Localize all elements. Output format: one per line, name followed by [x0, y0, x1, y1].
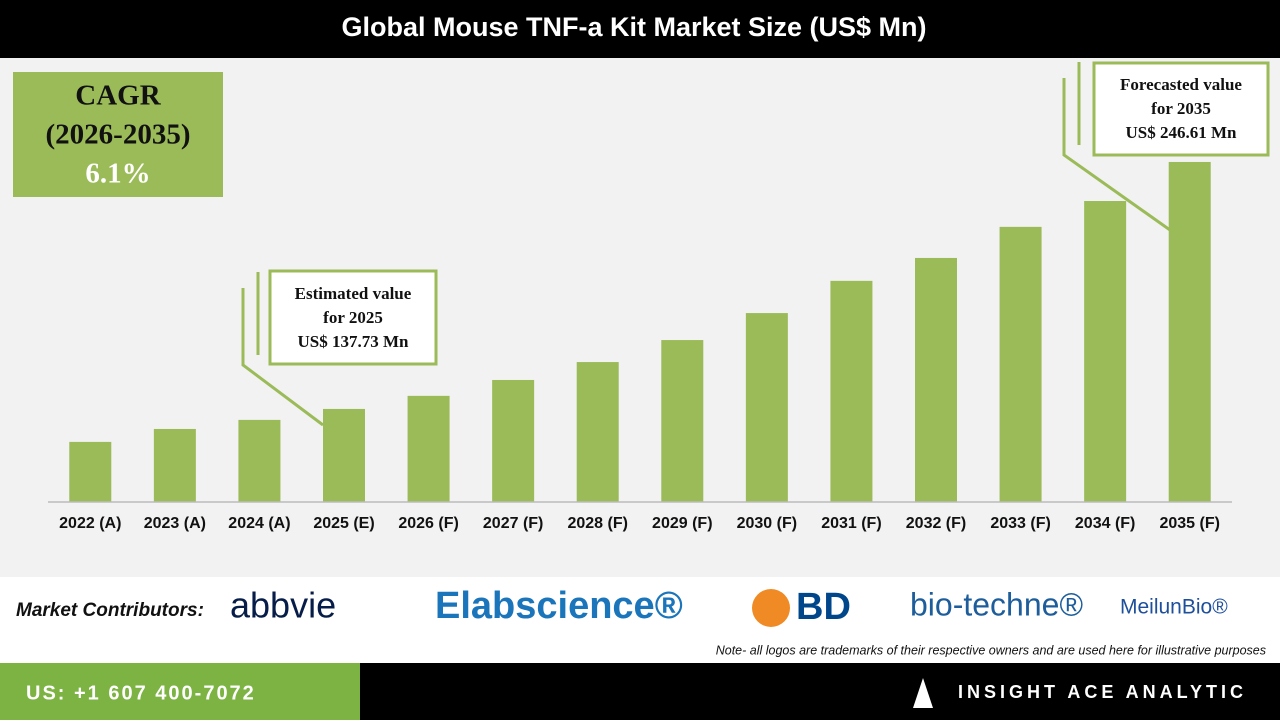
logo: MeilunBio® — [1120, 596, 1228, 619]
bar — [576, 362, 619, 502]
x-tick-label: 2034 (F) — [1075, 515, 1135, 532]
x-tick-label: 2030 (F) — [737, 515, 797, 532]
brand: INSIGHT ACE ANALYTIC — [958, 682, 1247, 702]
phone-box — [0, 663, 360, 720]
x-tick-label: 2033 (F) — [990, 515, 1050, 532]
x-tick-label: 2035 (F) — [1159, 515, 1219, 532]
contributors-label: Market Contributors: — [16, 600, 204, 621]
x-tick-label: 2025 (E) — [313, 515, 374, 532]
contributors-band — [0, 577, 1280, 663]
x-tick-label: 2028 (F) — [567, 515, 627, 532]
x-tick-label: 2023 (A) — [144, 515, 206, 532]
annotation-text: Estimated value — [295, 284, 412, 303]
callout-line — [1062, 78, 1171, 232]
chart-title: Global Mouse TNF-a Kit Market Size (US$ … — [341, 12, 926, 42]
logo: BD — [796, 586, 851, 628]
annotation-box — [268, 269, 438, 366]
x-tick-label: 2026 (F) — [398, 515, 458, 532]
bar — [999, 226, 1042, 502]
bar — [915, 257, 957, 502]
callout-line — [241, 288, 324, 427]
logo: abbvie — [230, 585, 336, 626]
x-tick-label: 2027 (F) — [483, 515, 543, 532]
phone: US: +1 607 400-7072 — [26, 682, 256, 704]
bar — [745, 313, 788, 502]
bar — [323, 408, 365, 502]
cagr-label: CAGR — [75, 80, 161, 112]
bar — [69, 441, 112, 502]
bar — [492, 379, 535, 502]
bar — [407, 395, 450, 502]
x-tick-label: 2022 (A) — [59, 515, 121, 532]
cagr-value: 6.1% — [85, 158, 150, 190]
brand-box — [360, 663, 1280, 720]
brand-icon — [913, 678, 933, 708]
annotation-text: Forecasted value — [1120, 75, 1242, 94]
bar — [830, 280, 873, 502]
annotation-text: US$ 246.61 Mn — [1126, 123, 1238, 142]
logo: Elabscience® — [435, 585, 683, 627]
annotation-box — [1092, 61, 1270, 157]
x-tick-label: 2032 (F) — [906, 515, 966, 532]
bar — [153, 428, 196, 502]
logo-icon — [752, 589, 790, 627]
annotation-text: for 2035 — [1151, 99, 1211, 118]
bar — [1168, 161, 1211, 502]
cagr-box — [13, 72, 223, 197]
annotation-text: for 2025 — [323, 308, 383, 327]
cagr-period: (2026-2035) — [46, 119, 191, 151]
x-tick-label: 2024 (A) — [228, 515, 290, 532]
annotation-text: US$ 137.73 Mn — [298, 332, 410, 351]
note: Note- all logos are trademarks of their … — [716, 643, 1266, 657]
logo: bio-techne® — [910, 586, 1083, 622]
x-tick-label: 2031 (F) — [821, 515, 881, 532]
x-tick-label: 2029 (F) — [652, 515, 712, 532]
bar — [1084, 201, 1127, 502]
title-bar — [0, 0, 1280, 58]
bar — [238, 419, 281, 502]
bar — [661, 340, 704, 502]
